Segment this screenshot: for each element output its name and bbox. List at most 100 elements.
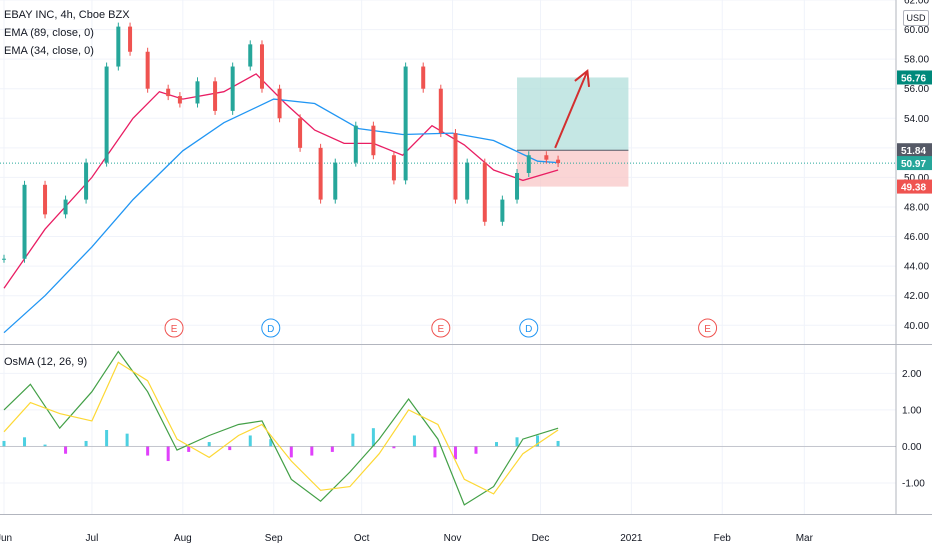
ema-line — [3, 98, 559, 334]
osma-histogram-bar — [453, 446, 457, 460]
osma-histogram-bar — [536, 435, 540, 447]
price-tick-label: 50.00 — [904, 173, 929, 184]
candle-body — [2, 258, 6, 260]
time-tick-label: 2021 — [620, 533, 643, 544]
osma-histogram-bar — [207, 442, 211, 447]
time-tick-label: Mar — [796, 533, 814, 544]
price-badge — [897, 70, 932, 85]
osma-histogram-bar — [330, 446, 334, 452]
candle-body — [500, 199, 505, 222]
price-tick-label: 40.00 — [904, 321, 929, 332]
osma-histogram-bar — [269, 439, 273, 447]
osma-histogram-bar — [146, 446, 150, 456]
osma-histogram-bar — [125, 433, 129, 447]
event-marker — [261, 318, 281, 338]
osma-histogram-bar — [166, 446, 170, 462]
osma-legend[interactable]: OsMA (12, 26, 9) — [4, 356, 88, 368]
event-marker-letter: E — [171, 324, 178, 335]
candle-body — [453, 133, 458, 200]
candle-body — [145, 51, 150, 89]
candle-body — [318, 147, 323, 200]
osma-histogram-bar — [515, 437, 519, 447]
time-tick-label: Oct — [354, 533, 370, 544]
osma-histogram-bar — [43, 444, 47, 447]
osc-tick-label: 2.00 — [902, 369, 922, 380]
price-badge-label: 49.38 — [901, 183, 926, 194]
candle-body — [177, 96, 182, 104]
osma-histogram-bar — [289, 446, 293, 458]
osc-tick-label: 0.00 — [902, 442, 922, 453]
osma-histogram-bar — [351, 433, 355, 447]
event-marker — [431, 318, 451, 338]
osma-histogram-bar — [371, 428, 375, 447]
osma-histogram-bar — [64, 446, 68, 454]
symbol-title: EBAY INC, 4h, Cboe BZX — [4, 9, 130, 21]
osma-histogram-bar — [412, 435, 416, 447]
candle-body — [259, 44, 264, 89]
candle-body — [465, 162, 470, 200]
event-marker — [164, 318, 184, 338]
candle-body — [556, 159, 561, 164]
osma-histogram-bar — [228, 446, 232, 451]
price-badge — [897, 156, 932, 171]
osc-tick-label: -1.00 — [902, 478, 925, 489]
price-badge-label: 51.84 — [901, 146, 926, 157]
event-marker — [698, 318, 718, 338]
candle-body — [277, 88, 282, 119]
long-position-profit-zone — [517, 77, 629, 151]
osma-histogram-bar — [23, 437, 27, 447]
price-tick-label: 62.00 — [904, 0, 929, 7]
osma-histogram-bar — [433, 446, 437, 458]
price-tick-label: 48.00 — [904, 202, 929, 213]
candle-body — [22, 184, 27, 259]
candle-body — [43, 184, 48, 215]
osma-histogram-bar — [105, 430, 109, 447]
forecast-arrow-shaft — [554, 70, 589, 149]
candle-body — [391, 155, 396, 181]
ema-fast-legend[interactable]: EMA (89, close, 0) — [4, 27, 94, 39]
candle-body — [166, 88, 171, 97]
osma-histogram-bar — [310, 446, 314, 456]
event-marker-letter: E — [437, 324, 444, 335]
time-tick-label: Aug — [174, 533, 192, 544]
long-position-stop-zone — [517, 150, 629, 187]
osma-histogram-bar — [2, 440, 6, 447]
time-tick-label: Nov — [444, 533, 462, 544]
price-badge — [897, 143, 932, 158]
ema-slow-legend[interactable]: EMA (34, close, 0) — [4, 45, 94, 57]
price-pane — [0, 0, 896, 343]
time-tick-label: Jul — [86, 533, 99, 544]
price-tick-label: 58.00 — [904, 55, 929, 66]
candle-body — [403, 66, 408, 181]
currency-button[interactable]: USD — [903, 10, 929, 26]
osc-tick-label: 1.00 — [902, 405, 922, 416]
candle-body — [298, 118, 303, 148]
time-tick-label: Feb — [714, 533, 732, 544]
candle-body — [371, 125, 376, 156]
candle-body — [248, 44, 253, 67]
osma-histogram-bar — [84, 440, 88, 447]
candle-body — [544, 155, 549, 160]
osma-histogram-bar — [556, 440, 560, 447]
event-marker-letter: D — [267, 324, 274, 335]
candle-body — [421, 66, 426, 89]
price-tick-label: 44.00 — [904, 262, 929, 273]
osma-signal-line — [3, 350, 559, 506]
osma-histogram-bar — [392, 446, 396, 449]
candle-body — [128, 26, 133, 52]
candle-body — [104, 66, 109, 163]
candle-body — [84, 162, 89, 200]
candle-body — [333, 162, 338, 200]
time-tick-label: Dec — [532, 533, 550, 544]
oscillator-pane — [0, 346, 896, 514]
price-badge — [897, 179, 932, 194]
time-tick-label: Jun — [0, 533, 12, 544]
candle-body — [230, 66, 235, 111]
osma-signal-line — [3, 361, 559, 495]
price-tick-label: 56.00 — [904, 84, 929, 95]
candle-body — [213, 81, 218, 111]
candle-body — [515, 172, 520, 200]
candle-body — [438, 88, 443, 134]
